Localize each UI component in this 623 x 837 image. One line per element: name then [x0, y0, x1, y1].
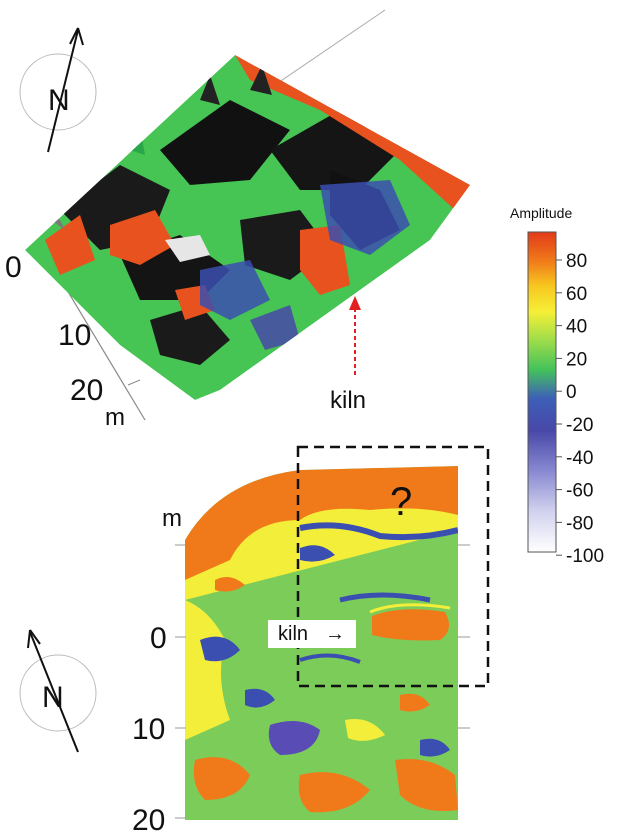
map-axis-label-20: 20: [132, 804, 165, 837]
north-arrow-top: N: [19, 27, 97, 153]
kiln-annotation-top: kiln: [330, 296, 366, 414]
north-label: N: [48, 84, 70, 117]
surface-3d: [25, 55, 470, 400]
map-unit-label: m: [162, 505, 182, 532]
colorbar: Amplitude 80 60 40 20 0 -20 -40 -60 -80 -100: [510, 205, 604, 567]
kiln-annotation-bottom: kiln →: [268, 620, 356, 648]
colorbar-tick-label: 40: [566, 317, 587, 338]
question-mark-label: ?: [390, 480, 412, 524]
colorbar-ticks: 80 60 40 20 0 -20 -40 -60 -80 -100: [556, 251, 604, 567]
north-label-bottom: N: [42, 681, 64, 714]
axis-unit-label: m: [105, 404, 125, 431]
axis-tick-20: [127, 379, 141, 386]
north-arrow-bottom: N: [19, 629, 97, 753]
colorbar-tick-label: -80: [566, 513, 593, 534]
colorbar-tick-label: -100: [566, 546, 604, 567]
arrowhead-icon: [69, 27, 84, 46]
colorbar-tick-label: -60: [566, 481, 593, 502]
colorbar-tick-label: -20: [566, 415, 593, 436]
top-panel: N 0 10 20 m kiln: [5, 9, 470, 431]
compass-circle: [19, 654, 97, 732]
axis-label-0: 0: [5, 251, 22, 284]
kiln-label-top: kiln: [330, 387, 366, 414]
bottom-panel: m 0 10 20 ? kiln → N: [19, 445, 490, 837]
map-axis-label-0: 0: [150, 622, 167, 655]
axis-label-20: 20: [70, 374, 103, 407]
north-line: [47, 29, 79, 153]
colorbar-title: Amplitude: [510, 205, 572, 221]
axis-label-10: 10: [58, 319, 91, 352]
arrowhead-icon: [27, 629, 41, 649]
colorbar-gradient: [527, 231, 557, 553]
dashed-outline-box: [296, 445, 490, 688]
compass-circle: [19, 53, 97, 131]
arrowhead-icon: [349, 296, 361, 310]
colorbar-tick-label: 60: [566, 284, 587, 305]
colorbar-tick-label: 20: [566, 349, 587, 370]
kiln-label-bg: [268, 620, 356, 648]
colorbar-tick-label: 80: [566, 251, 587, 272]
colorbar-tick-label: -40: [566, 448, 593, 469]
kiln-label-bottom: kiln: [278, 623, 308, 645]
kiln-arrow-icon: →: [325, 623, 345, 645]
north-line: [29, 631, 79, 753]
map-axis-label-10: 10: [132, 713, 165, 746]
colorbar-tick-label: 0: [566, 382, 577, 403]
